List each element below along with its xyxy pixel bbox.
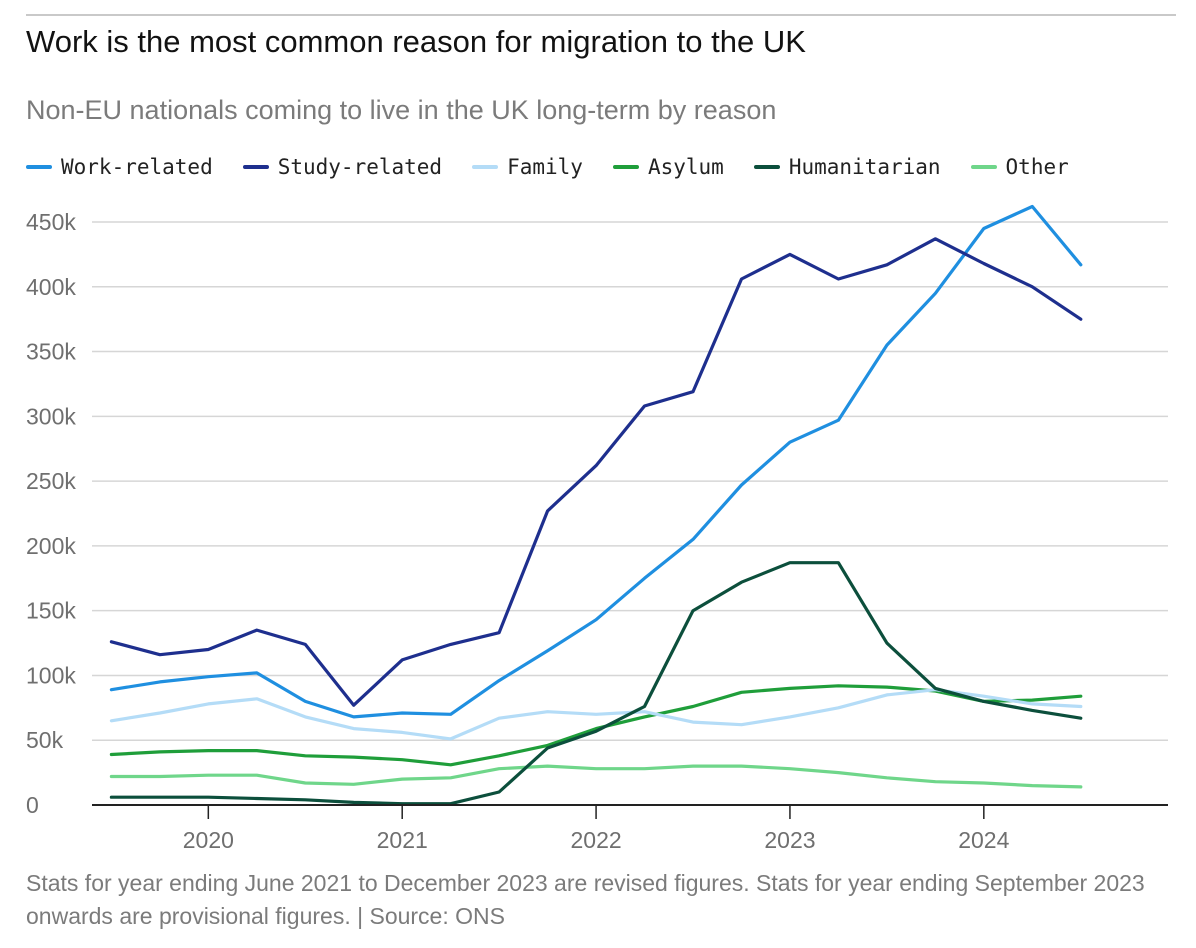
y-tick-label: 300k (26, 403, 76, 429)
series-line-asylum (109, 684, 1083, 767)
legend-label-asylum: Asylum (647, 155, 724, 179)
legend-item-work: Work-related (26, 155, 213, 179)
y-tick-label: 0 (26, 792, 39, 818)
x-tick-label: 2022 (570, 827, 621, 853)
y-tick-label: 350k (26, 339, 76, 365)
legend-item-study: Study-related (242, 155, 443, 179)
legend: Work-related Study-related Family Asylum… (26, 155, 1099, 179)
y-tick-label: 400k (26, 274, 76, 300)
footnote: Stats for year ending June 2021 to Decem… (26, 870, 1145, 929)
series-line-study (109, 237, 1083, 707)
x-tick-label: 2023 (764, 827, 815, 853)
legend-swatch-other (970, 165, 997, 169)
legend-swatch-asylum (612, 165, 639, 169)
legend-swatch-study (242, 165, 269, 169)
legend-label-study: Study-related (277, 155, 443, 179)
legend-item-other: Other (970, 155, 1069, 179)
legend-item-family: Family (472, 155, 583, 179)
legend-swatch-family (472, 165, 499, 169)
series-line-work (109, 204, 1083, 719)
top-rule (26, 14, 1176, 16)
series-line-humanitarian (109, 561, 1083, 806)
y-tick-label: 150k (26, 598, 76, 624)
series-line-other (109, 764, 1083, 789)
x-tick-label: 2020 (183, 827, 234, 853)
y-tick-label: 100k (26, 662, 76, 688)
y-tick-label: 250k (26, 468, 76, 494)
chart-subtitle: Non-EU nationals coming to live in the U… (26, 95, 777, 125)
legend-item-asylum: Asylum (612, 155, 724, 179)
legend-label-work: Work-related (61, 155, 213, 179)
legend-swatch-work (26, 165, 52, 169)
x-tick-label: 2024 (958, 827, 1009, 853)
chart-title: Work is the most common reason for migra… (26, 24, 806, 59)
line-chart: 0 50k 100k 150k 200k 250k 300k 350k 400k 450k 2020… (26, 204, 1168, 853)
legend-label-humanitarian: Humanitarian (788, 155, 941, 179)
legend-label-family: Family (507, 155, 583, 179)
legend-swatch-humanitarian (753, 165, 780, 169)
y-tick-label: 200k (26, 533, 76, 559)
x-tick-label: 2021 (377, 827, 428, 853)
y-tick-label: 450k (26, 209, 76, 235)
y-tick-label: 50k (26, 727, 64, 753)
legend-item-humanitarian: Humanitarian (753, 155, 941, 179)
series-line-family (109, 688, 1083, 741)
legend-label-other: Other (1005, 155, 1069, 179)
